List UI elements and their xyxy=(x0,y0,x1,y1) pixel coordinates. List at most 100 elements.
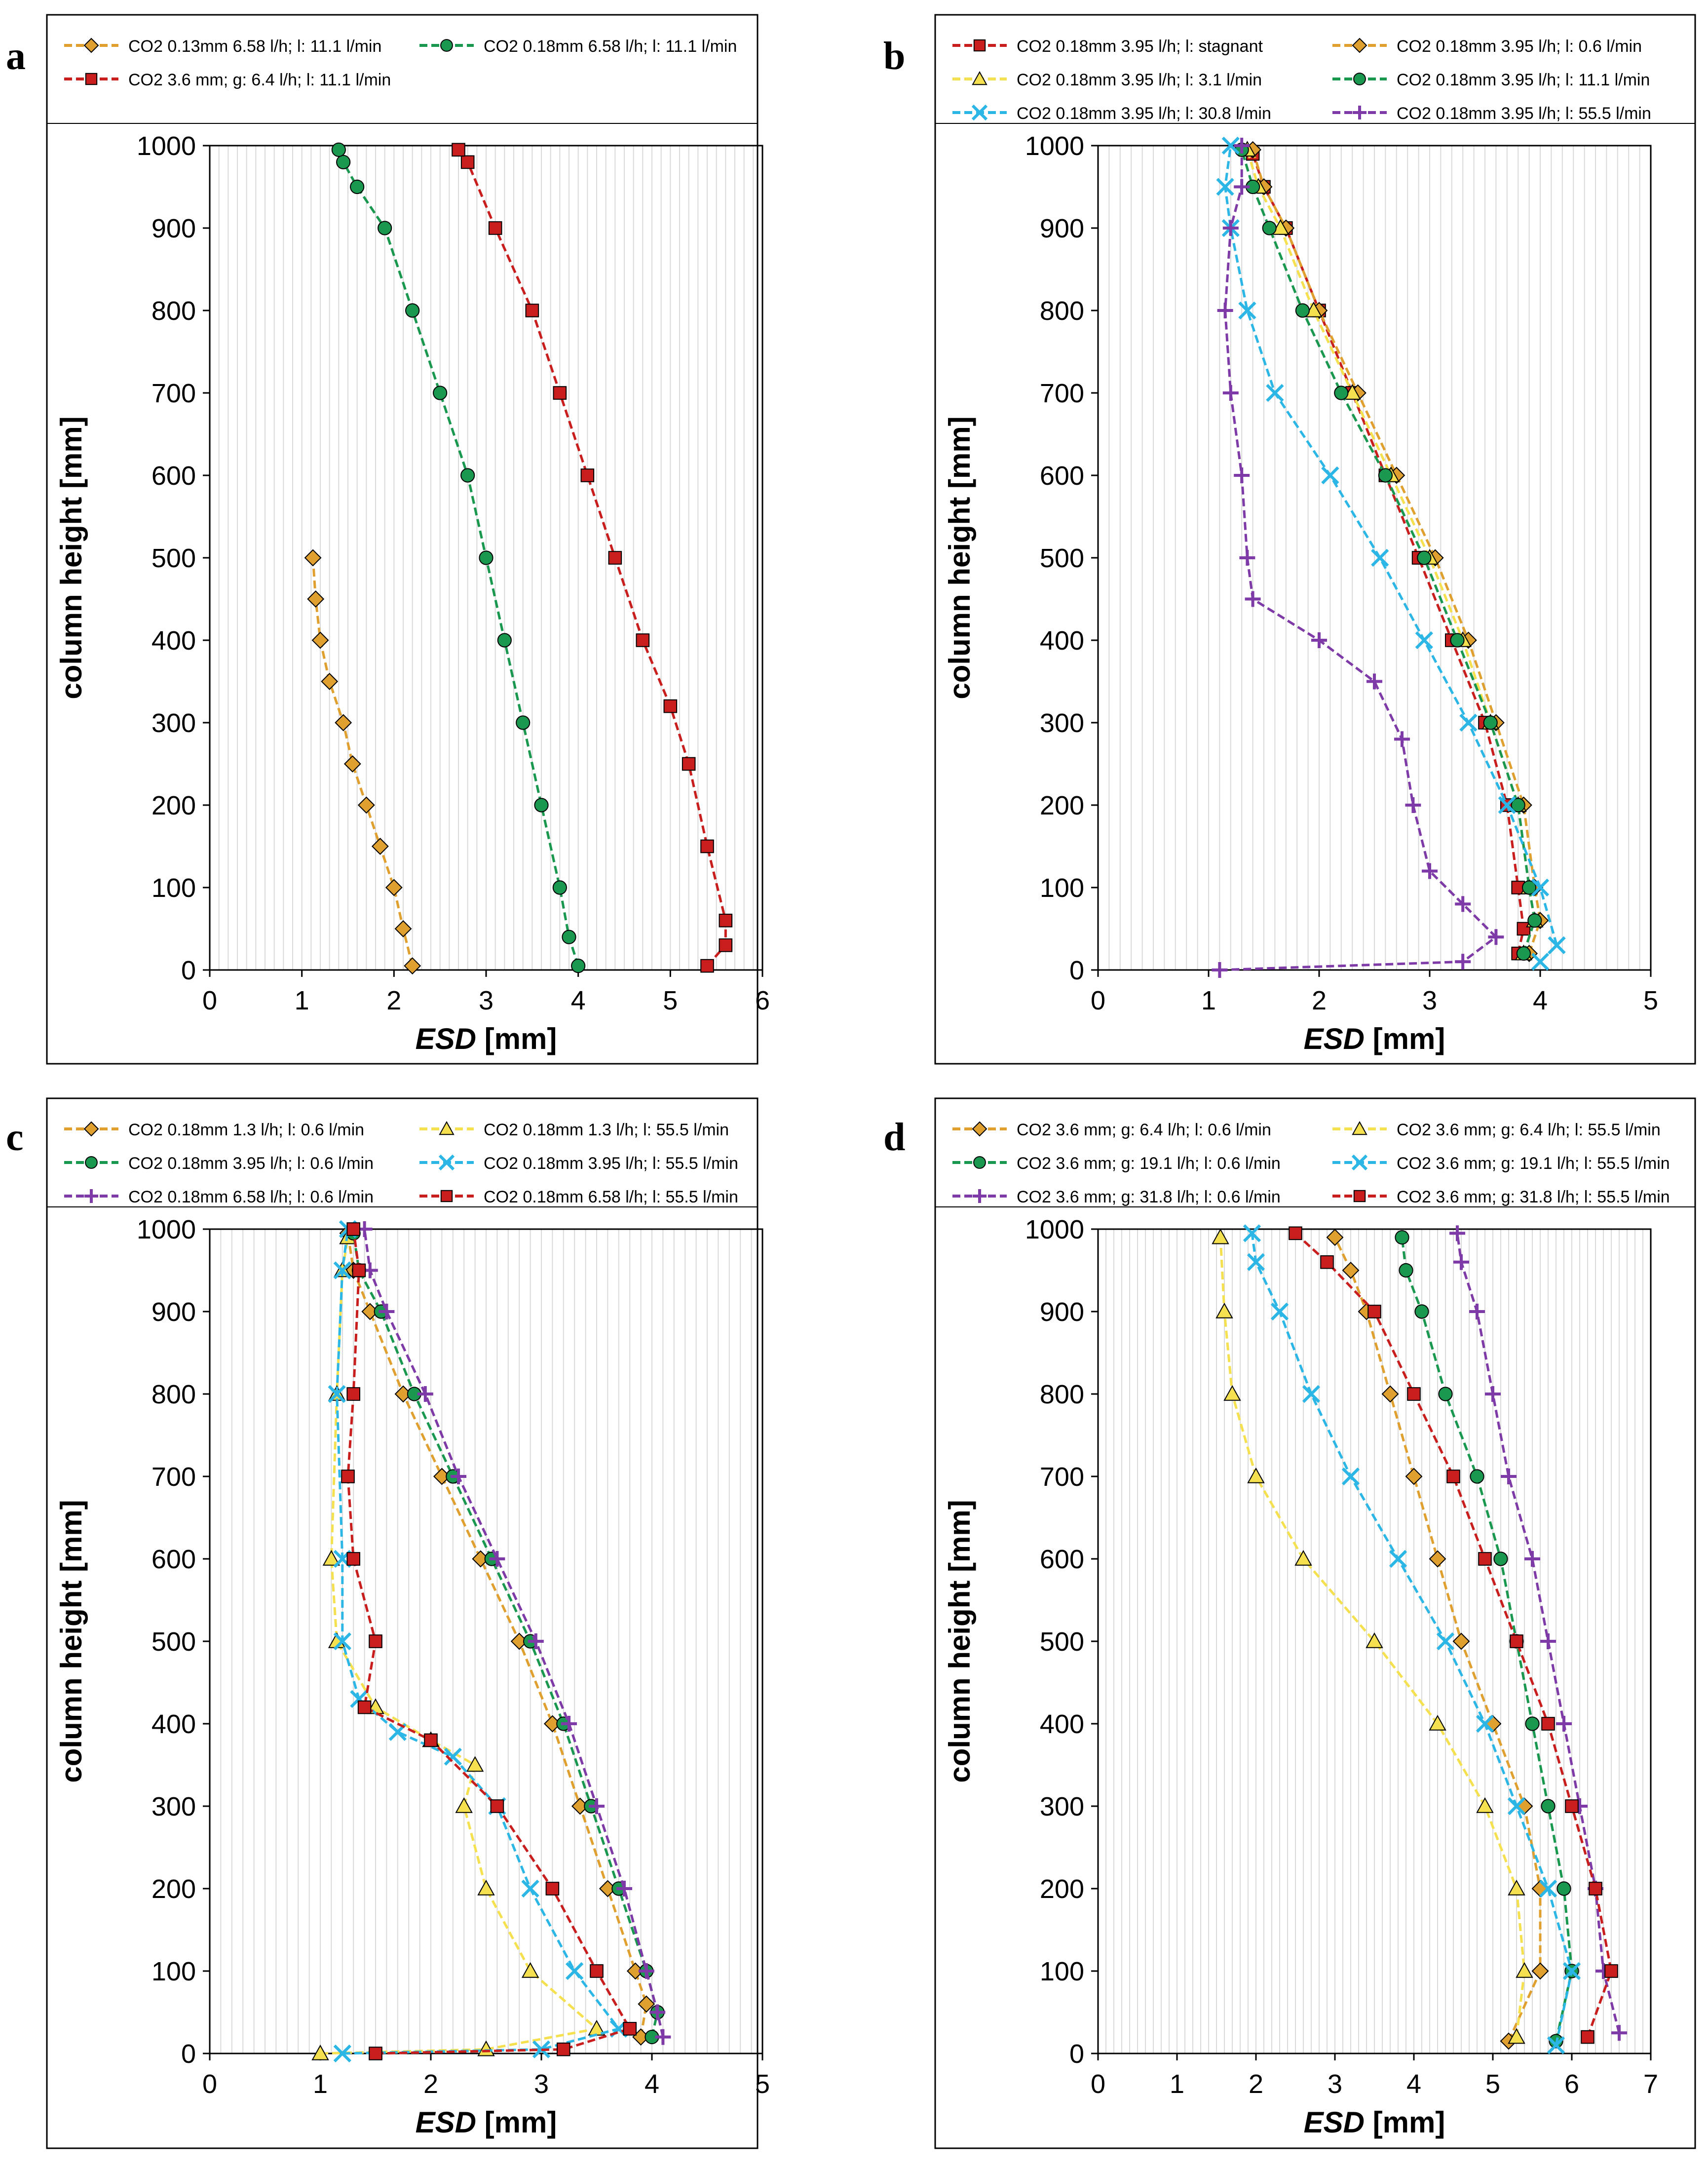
data-point xyxy=(1455,896,1471,912)
x-axis-label: ESD [mm] xyxy=(416,1022,557,1055)
data-point xyxy=(1478,1552,1492,1566)
y-tick-label: 700 xyxy=(1040,1462,1084,1492)
data-point xyxy=(433,386,448,400)
y-axis-label: column height [mm] xyxy=(55,1500,88,1782)
x-tick-label: 5 xyxy=(755,2069,770,2099)
data-point xyxy=(1215,1302,1233,1318)
data-point xyxy=(417,1386,433,1402)
y-tick-label: 700 xyxy=(1040,379,1084,408)
data-point xyxy=(1234,467,1250,483)
legend-item: CO2 3.6 mm; g: 19.1 l/h; l: 55.5 l/min xyxy=(1332,1154,1670,1173)
data-point xyxy=(346,1222,361,1236)
data-point xyxy=(1405,797,1421,813)
panel-c: c 0 1 2 3 4 5 0 100 200 300 400 500 600 700 800 900 1000 E… xyxy=(6,1097,770,2149)
data-point xyxy=(311,2044,329,2060)
y-axis-label: column height [mm] xyxy=(943,1500,976,1782)
data-point xyxy=(636,633,650,647)
y-tick-label: 800 xyxy=(1040,1380,1084,1409)
data-point xyxy=(333,2044,351,2063)
data-point xyxy=(1453,1254,1469,1270)
y-tick-label: 800 xyxy=(1040,296,1084,326)
data-point xyxy=(1407,1387,1421,1401)
legend-label: CO2 0.18mm 3.95 l/h; l: 55.5 l/min xyxy=(1397,104,1651,123)
data-point xyxy=(623,2022,637,2036)
data-point xyxy=(1222,385,1239,401)
data-point xyxy=(1581,2030,1594,2044)
y-tick-label: 200 xyxy=(1040,1874,1084,1904)
legend-label: CO2 0.18mm 3.95 l/h; l: 3.1 l/min xyxy=(1017,71,1262,89)
data-point xyxy=(1378,468,1393,483)
data-point xyxy=(1342,1262,1360,1279)
data-point xyxy=(477,1879,495,1896)
series-line xyxy=(311,557,414,967)
legend-item: CO2 0.18mm 6.58 l/h; l: 0.6 l/min xyxy=(64,1188,374,1206)
data-point xyxy=(404,957,421,975)
data-point xyxy=(1556,1881,1571,1896)
legend-label: CO2 0.18mm 1.3 l/h; l: 55.5 l/min xyxy=(484,1121,729,1139)
data-point xyxy=(516,715,531,730)
data-point xyxy=(1562,1962,1581,1980)
legend-label: CO2 0.18mm 6.58 l/h; l: 11.1 l/min xyxy=(484,37,737,56)
legend-swatch-marker xyxy=(1353,106,1366,119)
data-point xyxy=(328,1385,346,1403)
y-tick-label: 400 xyxy=(152,626,196,656)
x-axis-label: ESD [mm] xyxy=(1304,1022,1445,1055)
data-point xyxy=(1234,179,1250,195)
legend-label: CO2 0.18mm 6.58 l/h; l: 55.5 l/min xyxy=(484,1188,738,1206)
legend-label: CO2 3.6 mm; g: 19.1 l/h; l: 0.6 l/min xyxy=(1017,1154,1281,1173)
y-tick-label: 1000 xyxy=(137,131,196,161)
y-tick-label: 300 xyxy=(1040,1792,1084,1821)
data-point xyxy=(1452,1632,1470,1650)
series-5 xyxy=(1449,1225,1627,2041)
legend-label: CO2 0.18mm 1.3 l/h; l: 0.6 l/min xyxy=(128,1121,364,1139)
y-tick-label: 900 xyxy=(1040,1297,1084,1327)
data-point xyxy=(1247,1467,1265,1483)
x-tick-label: 4 xyxy=(645,2069,659,2099)
legend-swatch-marker xyxy=(84,1189,98,1203)
data-point xyxy=(350,179,365,194)
data-point xyxy=(682,757,696,771)
x-axis-label-symbol: ESD xyxy=(416,1022,476,1055)
series-1 xyxy=(1326,1229,1549,2050)
data-point xyxy=(638,1995,655,2013)
legend-swatch-marker xyxy=(440,39,453,52)
data-point xyxy=(1488,929,1504,945)
legend: CO2 0.18mm 3.95 l/h; l: stagnant CO2 0.18… xyxy=(952,37,1651,123)
x-tick-label: 7 xyxy=(1643,2069,1658,2099)
x-tick-label: 6 xyxy=(1564,2069,1579,2099)
y-tick-label: 700 xyxy=(152,379,196,408)
y-tick-label: 300 xyxy=(152,1792,196,1821)
gridlines xyxy=(209,1229,763,2053)
series-line xyxy=(1251,1233,1573,2046)
data-point xyxy=(1217,303,1233,318)
data-point xyxy=(1429,1714,1446,1731)
data-point xyxy=(1498,796,1516,814)
data-point xyxy=(1516,1962,1533,1978)
data-point xyxy=(608,551,622,565)
y-tick-label: 300 xyxy=(152,708,196,738)
x-tick-label: 3 xyxy=(534,2069,549,2099)
data-point xyxy=(580,468,595,482)
legend: CO2 0.13mm 6.58 l/h; l: 11.1 l/min CO2 0.… xyxy=(64,37,737,89)
data-point xyxy=(1422,863,1438,879)
x-tick-label: 6 xyxy=(755,986,770,1015)
data-point xyxy=(1541,1799,1556,1814)
data-point xyxy=(1459,713,1478,732)
data-point xyxy=(1216,178,1234,196)
x-axis-label: ESD [mm] xyxy=(1304,2106,1445,2139)
data-point xyxy=(1222,220,1239,236)
data-point xyxy=(1405,1468,1423,1485)
legend-item: CO2 3.6 mm; g: 6.4 l/h; l: 0.6 l/min xyxy=(952,1121,1271,1139)
y-tick-label: 0 xyxy=(181,956,196,985)
data-point xyxy=(352,1263,366,1278)
data-point xyxy=(1302,1385,1321,1403)
x-axis-label-symbol: ESD xyxy=(416,2106,476,2139)
data-point xyxy=(1245,591,1261,607)
data-point xyxy=(663,699,678,713)
data-point xyxy=(1266,384,1284,402)
data-point xyxy=(444,1747,462,1766)
legend-item: CO2 0.18mm 6.58 l/h; l: 55.5 l/min xyxy=(419,1188,738,1206)
panel-frame xyxy=(934,1097,1696,2149)
data-point xyxy=(1524,1551,1540,1567)
data-point xyxy=(357,1700,372,1714)
